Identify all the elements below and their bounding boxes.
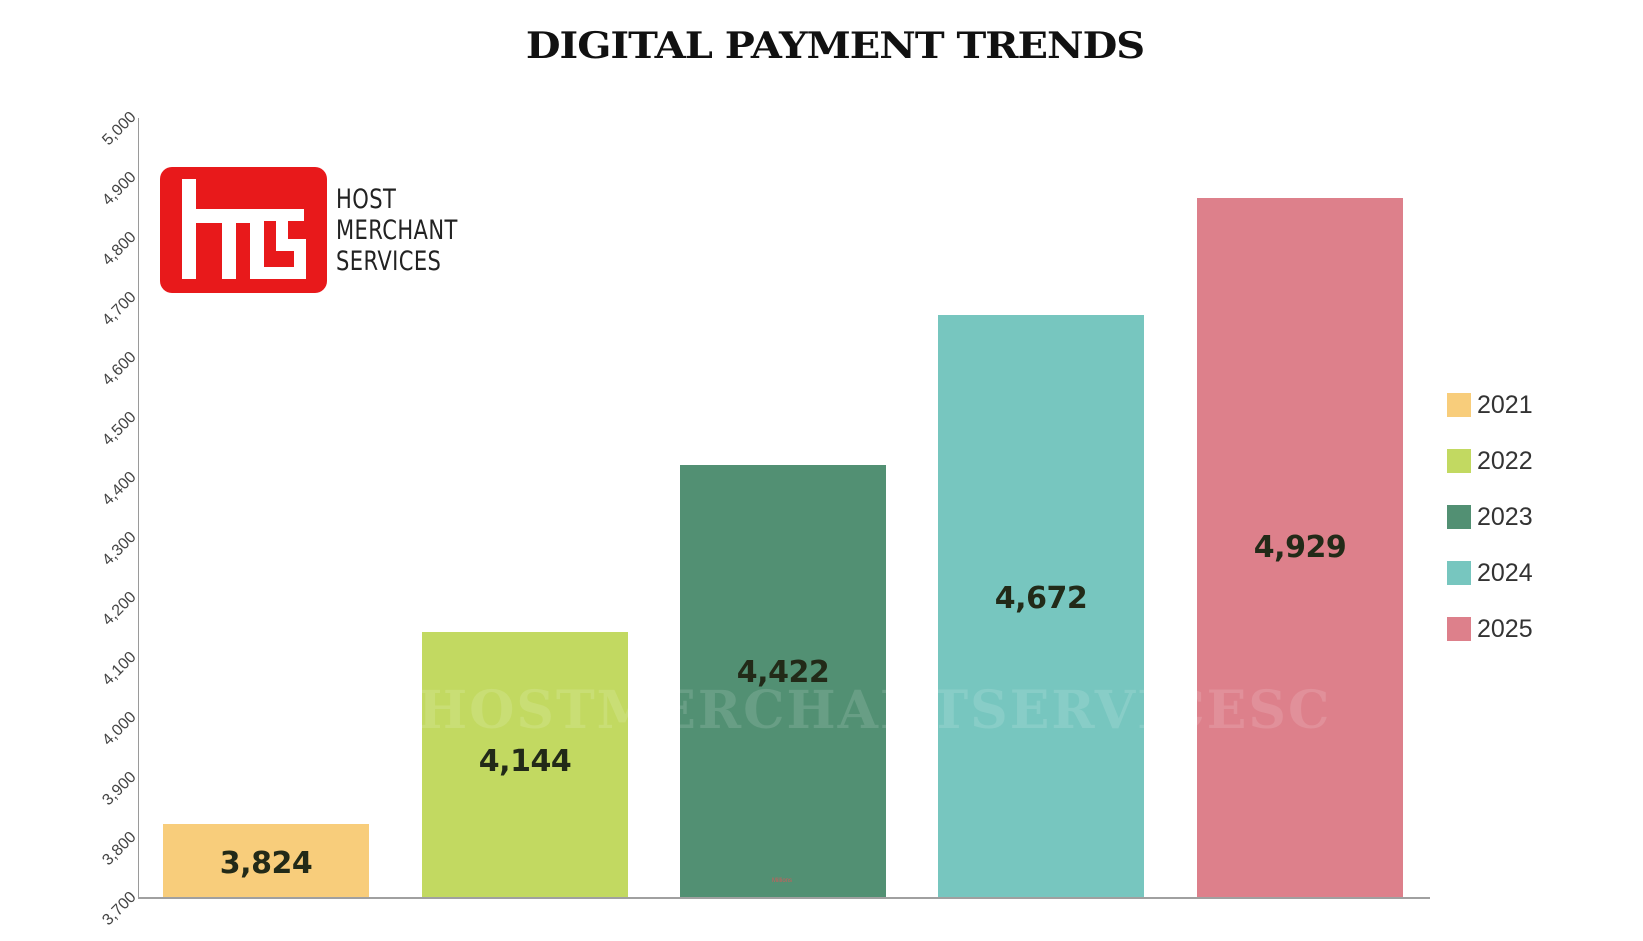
logo-line-services: SERVICES <box>336 245 442 277</box>
legend-item-2024[interactable]: 2024 <box>1447 545 1533 601</box>
bar-2025[interactable]: 4,929 <box>1197 198 1403 898</box>
x-axis-line <box>138 897 1430 899</box>
bar-2023[interactable]: 4,422 <box>680 465 886 898</box>
bar-2021[interactable]: 3,824 <box>163 824 369 898</box>
logo-line-merchant: MERCHANT <box>336 214 458 246</box>
legend-swatch <box>1447 505 1471 529</box>
bar-value-label: 3,824 <box>219 846 313 881</box>
legend-swatch <box>1447 449 1471 473</box>
y-tick-label: 3,800 <box>99 828 140 869</box>
y-tick-label: 4,800 <box>99 228 140 269</box>
legend-label: 2022 <box>1477 446 1533 475</box>
legend-swatch <box>1447 617 1471 641</box>
plot-area: 5,000 4,900 4,800 4,700 4,600 4,500 4,40… <box>99 109 1430 929</box>
legend-label: 2024 <box>1477 558 1533 587</box>
logo-wordmark: HOST MERCHANT SERVICES <box>336 184 458 277</box>
y-tick-label: 4,700 <box>99 288 140 329</box>
legend-label: 2023 <box>1477 502 1533 531</box>
legend-swatch <box>1447 393 1471 417</box>
y-tick-label: 4,000 <box>99 708 140 749</box>
company-logo: HOST MERCHANT SERVICES <box>160 167 492 293</box>
legend-item-2023[interactable]: 2023 <box>1447 489 1533 545</box>
legend-item-2025[interactable]: 2025 <box>1447 601 1533 657</box>
y-axis-line <box>138 118 139 898</box>
y-tick-label: 5,000 <box>99 108 140 149</box>
y-tick-label: 4,100 <box>99 648 140 689</box>
legend-item-2021[interactable]: 2021 <box>1447 377 1533 433</box>
legend-label: 2025 <box>1477 614 1533 643</box>
hms-glyph-icon <box>182 179 306 279</box>
y-tick-label: 4,300 <box>99 528 140 569</box>
chart-legend: 2021 2022 2023 2024 2025 <box>1447 377 1533 657</box>
y-tick-label: 3,700 <box>99 888 140 929</box>
legend-swatch <box>1447 561 1471 585</box>
bar-value-label: 4,672 <box>994 581 1088 616</box>
y-tick-label: 4,600 <box>99 348 140 389</box>
bar-value-label: 4,144 <box>478 744 572 779</box>
legend-item-2022[interactable]: 2022 <box>1447 433 1533 489</box>
y-tick-label: 4,200 <box>99 588 140 629</box>
chart-title: DIGITAL PAYMENT TRENDS <box>525 23 1145 68</box>
y-tick-label: 4,500 <box>99 408 140 449</box>
y-tick-label: 3,900 <box>99 768 140 809</box>
logo-line-host: HOST <box>336 183 397 215</box>
bar-2022[interactable]: 4,144 <box>422 632 628 898</box>
hms-logo-icon <box>160 167 327 293</box>
bar-value-label: 4,929 <box>1253 530 1347 565</box>
x-axis-label: Millions <box>771 878 792 884</box>
bar-2024[interactable]: 4,672 <box>938 315 1144 898</box>
y-tick-label: 4,900 <box>99 168 140 209</box>
y-tick-label: 4,400 <box>99 468 140 509</box>
bar-value-label: 4,422 <box>736 655 830 690</box>
legend-label: 2021 <box>1477 390 1533 419</box>
